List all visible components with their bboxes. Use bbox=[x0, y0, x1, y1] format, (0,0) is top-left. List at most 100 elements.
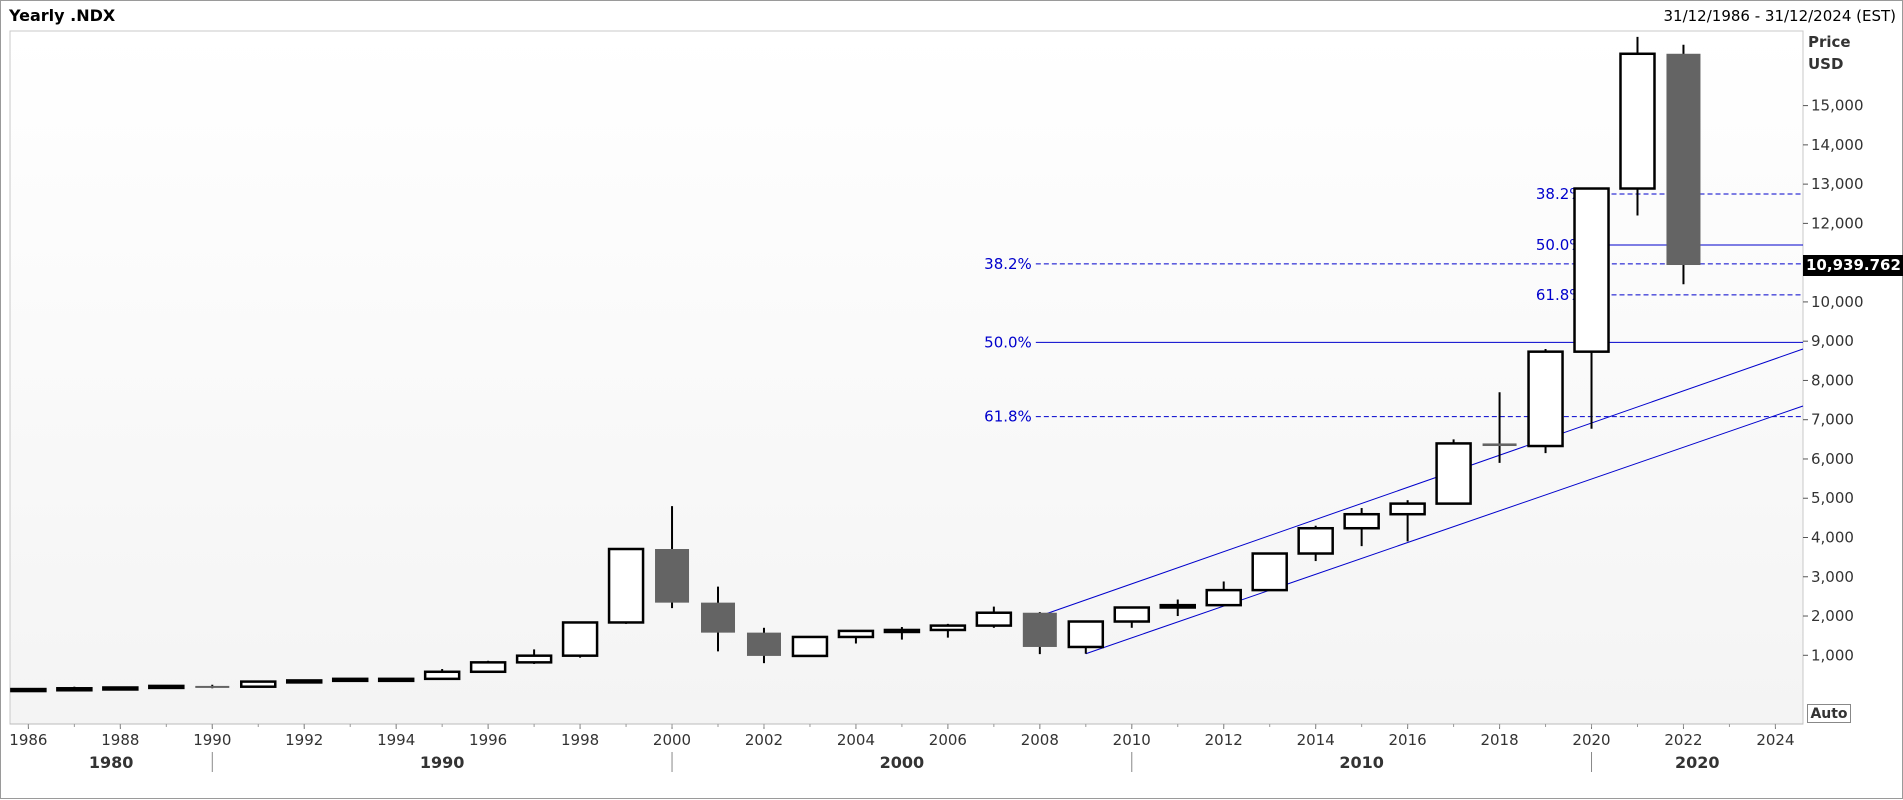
x-tick-label: 2008 bbox=[1021, 731, 1059, 749]
candle-body bbox=[102, 686, 139, 691]
candle-body bbox=[1389, 502, 1426, 516]
candle-2011 bbox=[1159, 599, 1196, 617]
x-tick-label: 1990 bbox=[193, 731, 231, 749]
y-tick-label: 14,000 bbox=[1811, 136, 1864, 154]
x-tick-label: 1986 bbox=[9, 731, 47, 749]
auto-scale-button[interactable]: Auto bbox=[1807, 704, 1851, 723]
candle-body bbox=[1435, 442, 1472, 505]
fib-level-label: 50.0% bbox=[984, 333, 1032, 351]
y-tick-label: 10,000 bbox=[1811, 293, 1864, 311]
candle-body bbox=[837, 629, 875, 639]
axis-unit: Price USD bbox=[1808, 31, 1851, 75]
y-tick-label: 5,000 bbox=[1811, 489, 1854, 507]
candle-1990 bbox=[195, 684, 230, 689]
candle-body bbox=[561, 621, 599, 657]
candle-body bbox=[285, 679, 323, 684]
plot-area bbox=[9, 30, 1804, 725]
fibonacci-layer: 38.2% 50.0% 61.8% 38.2% 50.0% 61.8% bbox=[984, 185, 1803, 426]
candle-body bbox=[1527, 350, 1564, 448]
candle-body bbox=[655, 549, 690, 603]
candle-2022 bbox=[1666, 44, 1701, 285]
y-tick-label: 2,000 bbox=[1811, 607, 1854, 625]
decade-label: 2020 bbox=[1675, 753, 1720, 772]
candle-body bbox=[56, 687, 93, 692]
candle-2018 bbox=[1482, 392, 1517, 463]
candle-body bbox=[1113, 606, 1151, 623]
decade-label: 2000 bbox=[880, 753, 925, 772]
candle-body bbox=[883, 628, 921, 634]
x-tick-label: 2022 bbox=[1664, 731, 1702, 749]
candle-body bbox=[1067, 620, 1105, 649]
candle-body bbox=[607, 547, 645, 624]
candle-body bbox=[1159, 603, 1196, 609]
candle-2007 bbox=[975, 606, 1013, 628]
candle-2021 bbox=[1619, 36, 1656, 216]
candle-2019 bbox=[1527, 349, 1564, 454]
x-tick-label: 1996 bbox=[469, 731, 507, 749]
y-tick-label: 4,000 bbox=[1811, 528, 1854, 546]
candle-1998 bbox=[561, 621, 599, 658]
candle-2008 bbox=[1022, 612, 1057, 655]
candle-2001 bbox=[701, 586, 736, 652]
y-tick-label: 8,000 bbox=[1811, 371, 1854, 389]
candle-2016 bbox=[1389, 500, 1426, 542]
candle-2003 bbox=[791, 635, 829, 658]
candle-2014 bbox=[1297, 525, 1334, 562]
candle-2005 bbox=[883, 627, 921, 640]
y-tick-label: 3,000 bbox=[1811, 568, 1854, 586]
candle-body bbox=[701, 602, 736, 633]
candle-1994 bbox=[377, 677, 415, 683]
x-tick-label: 1998 bbox=[561, 731, 599, 749]
candle-body bbox=[469, 661, 507, 674]
candle-body bbox=[195, 685, 230, 688]
x-tick-label: 2012 bbox=[1205, 731, 1243, 749]
candle-2006 bbox=[929, 623, 967, 638]
decade-label: 2010 bbox=[1339, 753, 1384, 772]
chart-title: Yearly .NDX bbox=[9, 6, 116, 25]
fib-level-label: 38.2% bbox=[1536, 185, 1584, 203]
candle-body bbox=[1573, 187, 1610, 353]
trend-channel-line bbox=[1039, 348, 1804, 617]
candle-2013 bbox=[1251, 552, 1288, 592]
y-tick-label: 1,000 bbox=[1811, 646, 1854, 664]
candle-1988 bbox=[102, 686, 139, 691]
candle-2012 bbox=[1205, 581, 1242, 607]
candle-body bbox=[1343, 512, 1380, 530]
candle-1993 bbox=[331, 677, 369, 683]
fib-level-label: 61.8% bbox=[984, 408, 1032, 426]
candle-1986 bbox=[10, 687, 47, 693]
candle-body bbox=[1619, 52, 1656, 190]
candle-body bbox=[240, 680, 277, 688]
candle-2017 bbox=[1435, 439, 1472, 505]
candle-body bbox=[515, 654, 553, 664]
x-tick-label: 2020 bbox=[1572, 731, 1610, 749]
candle-2009 bbox=[1067, 620, 1105, 654]
candle-body bbox=[1022, 612, 1057, 647]
y-tick-label: 9,000 bbox=[1811, 332, 1854, 350]
x-tick-label: 1994 bbox=[377, 731, 415, 749]
candle-layer bbox=[10, 36, 1701, 693]
channel-layer bbox=[1039, 348, 1804, 655]
candle-2000 bbox=[655, 506, 690, 609]
candle-body bbox=[975, 611, 1013, 627]
candle-2004 bbox=[837, 629, 875, 644]
x-tick-label: 2014 bbox=[1297, 731, 1335, 749]
x-tick-label: 2018 bbox=[1480, 731, 1518, 749]
y-tick-label: 12,000 bbox=[1811, 214, 1864, 232]
fib-level-label: 61.8% bbox=[1536, 286, 1584, 304]
y-axis: 1,000 2,000 3,000 4,000 5,000 6,000 7,000 8,000… bbox=[1803, 97, 1864, 664]
candle-body bbox=[1482, 443, 1517, 447]
x-tick-label: 2024 bbox=[1756, 731, 1794, 749]
x-tick-label: 1988 bbox=[101, 731, 139, 749]
candle-body bbox=[1205, 588, 1242, 607]
candle-2015 bbox=[1343, 508, 1380, 547]
candle-body bbox=[148, 684, 185, 690]
candle-1991 bbox=[240, 680, 277, 688]
x-tick-label: 2010 bbox=[1113, 731, 1151, 749]
candle-body bbox=[10, 687, 47, 693]
candle-body bbox=[331, 677, 369, 683]
trend-channel-line bbox=[1085, 405, 1804, 655]
y-tick-label: 15,000 bbox=[1811, 97, 1864, 115]
candle-1997 bbox=[515, 649, 553, 664]
